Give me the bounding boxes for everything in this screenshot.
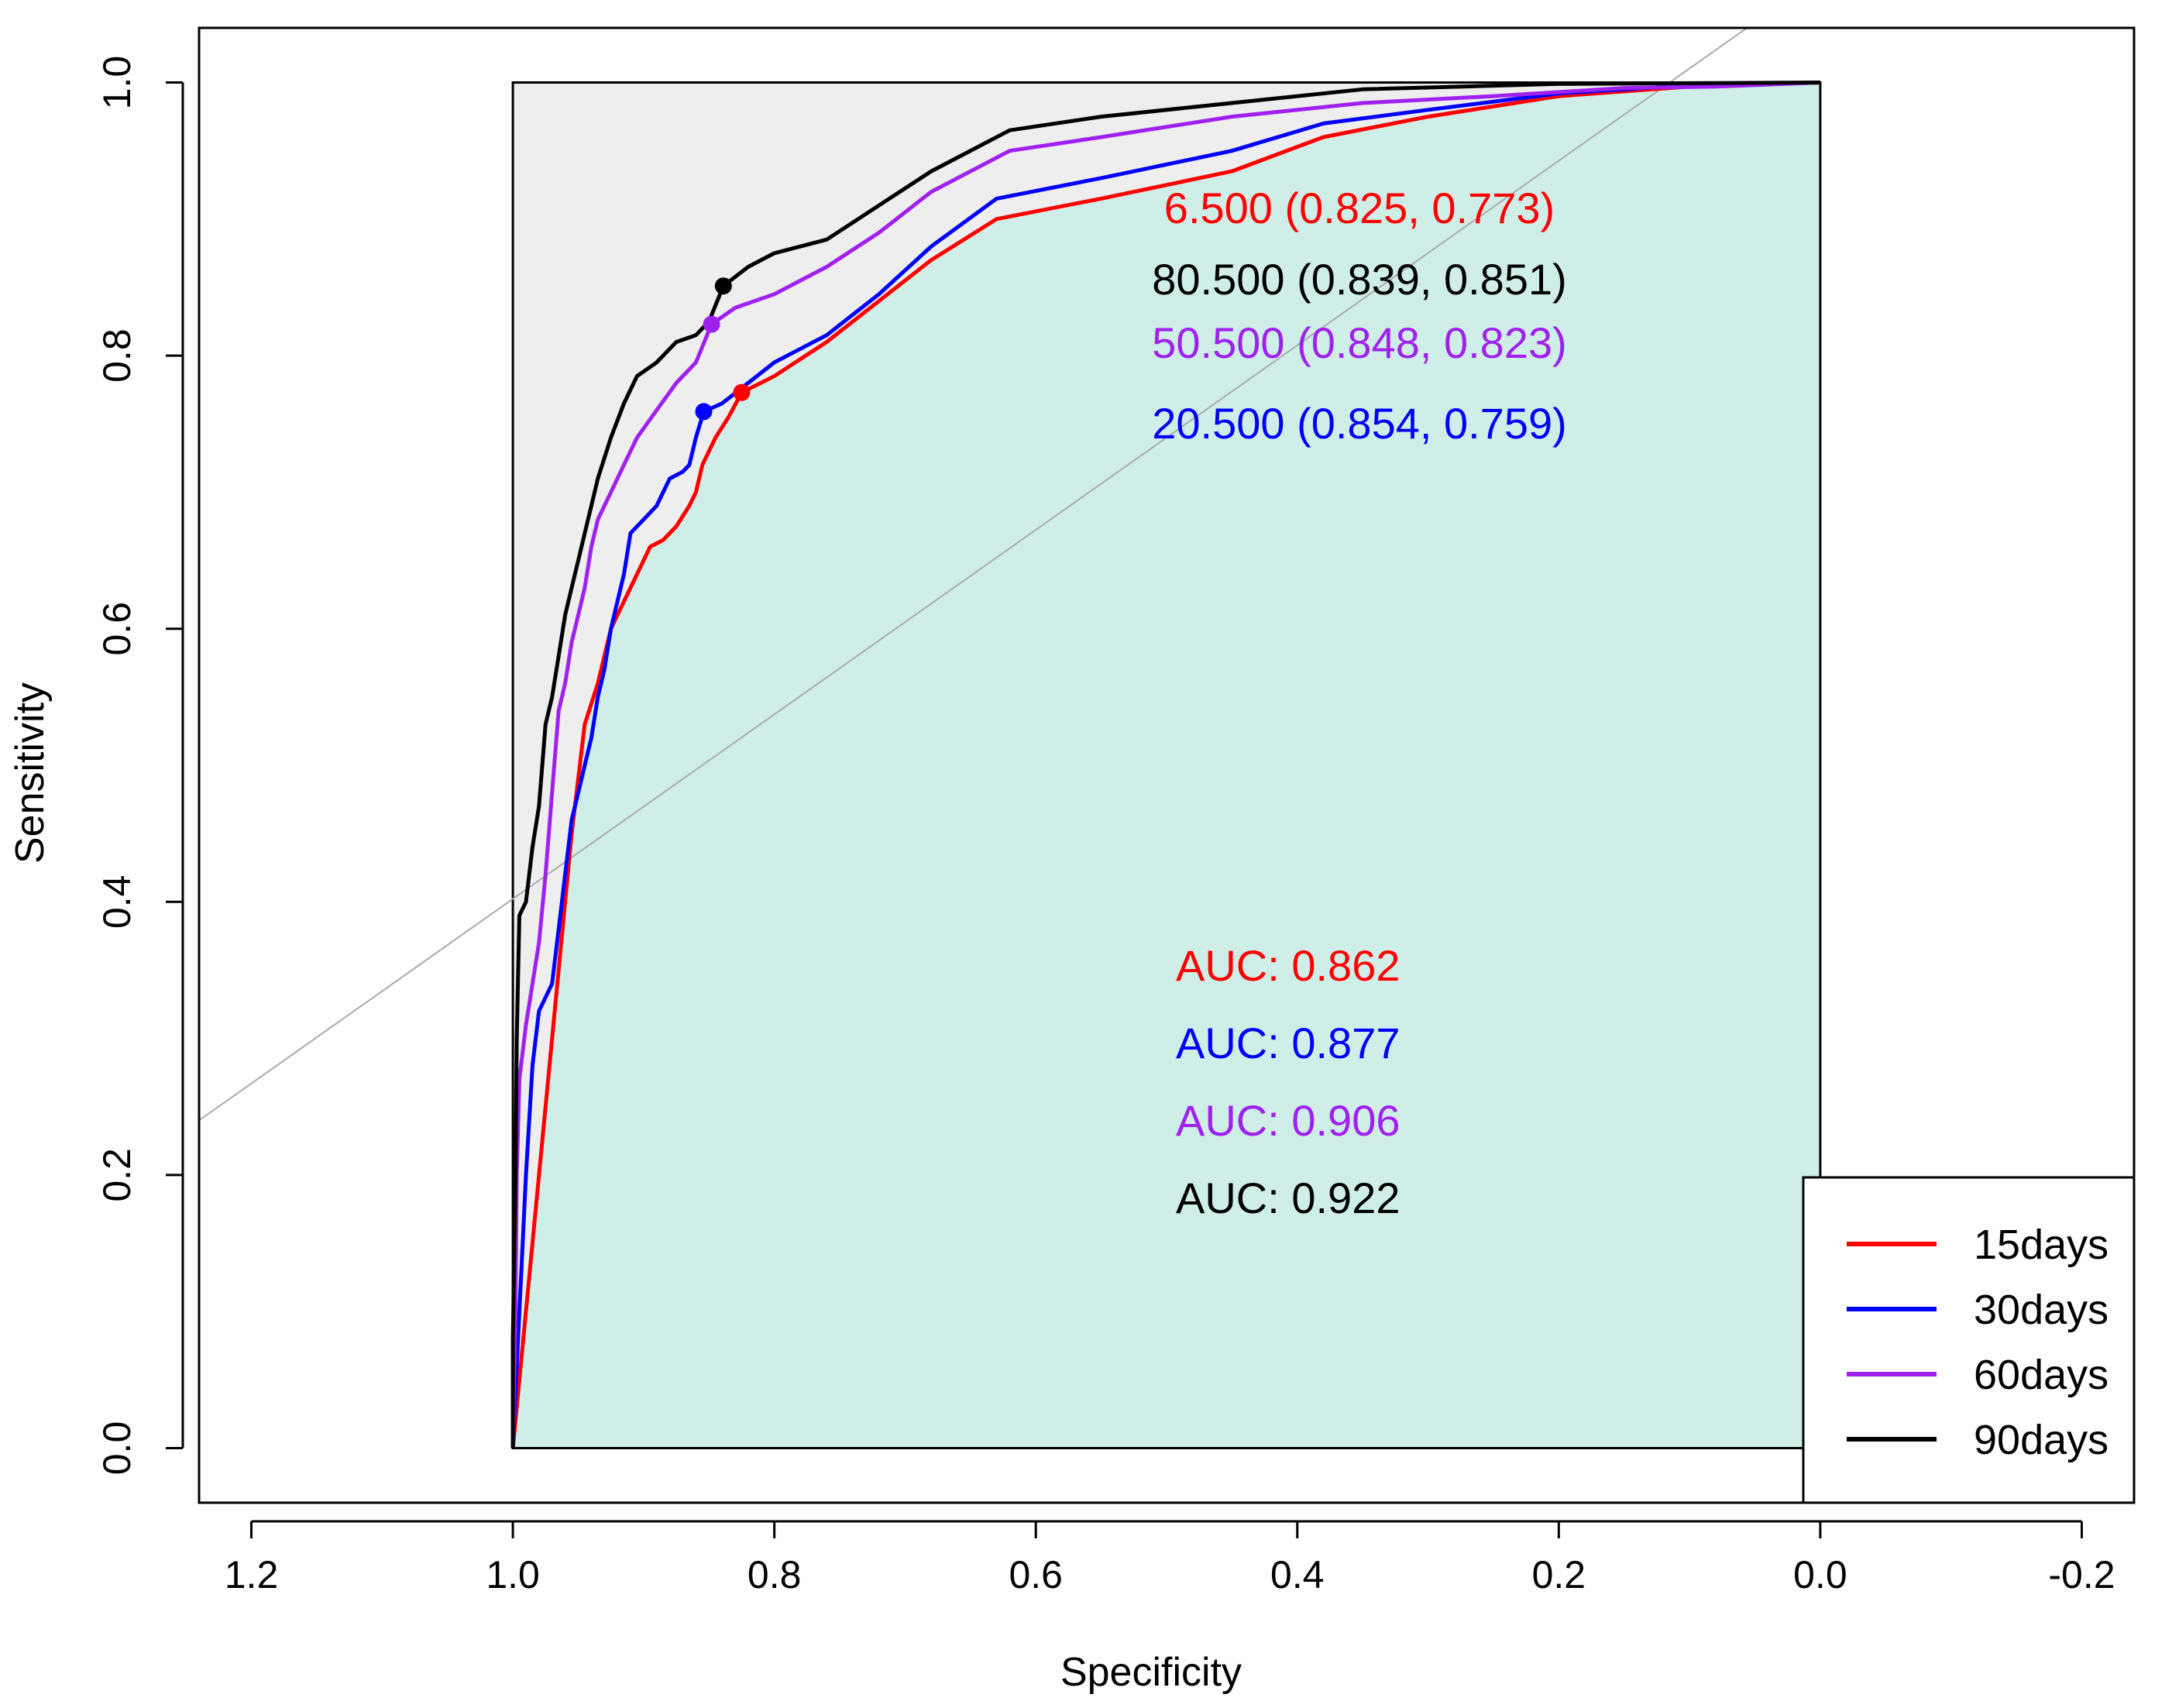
x-tick-label: 0.4 [1270, 1553, 1325, 1596]
threshold-points [695, 277, 751, 421]
threshold-label-60days: 50.500 (0.848, 0.823) [1152, 318, 1567, 367]
fill-layer [511, 81, 1822, 1449]
y-tick-label: 1.0 [95, 56, 139, 110]
auc-label-15days: AUC: 0.862 [1176, 941, 1400, 990]
axis-layer: 1.2 1.0 0.8 0.6 0.4 0.2 0.0 -0.2 Specificity 0.0 0… [8, 56, 2115, 1695]
y-tick-label: 0.2 [95, 1148, 139, 1202]
threshold-point-60days [703, 315, 720, 333]
curve-layer [510, 81, 1820, 1449]
threshold-point-90days [714, 277, 732, 295]
x-axis-title: Specificity [1060, 1650, 1242, 1695]
legend-label-60days: 60days [1974, 1352, 2108, 1398]
x-tick-label: 0.6 [1009, 1553, 1063, 1596]
x-tick-label: 0.0 [1793, 1553, 1847, 1596]
y-tick-label: 0.0 [95, 1421, 139, 1476]
threshold-point-30days [695, 403, 713, 421]
plot-frame [198, 26, 2136, 1504]
y-axis-title: Sensitivity [8, 682, 53, 864]
diagonal-reference-line [199, 28, 1749, 1122]
legend-label-90days: 90days [1974, 1417, 2108, 1463]
threshold-label-30days: 20.500 (0.854, 0.759) [1152, 399, 1567, 448]
x-tick-label: -0.2 [2048, 1553, 2115, 1596]
x-tick-label: 1.0 [486, 1553, 540, 1596]
y-tick-label: 0.4 [95, 875, 139, 930]
annotation-layer: 6.500 (0.825, 0.773) 80.500 (0.839, 0.851… [1152, 184, 1567, 1222]
auc-label-60days: AUC: 0.906 [1176, 1096, 1400, 1145]
threshold-point-15days [733, 383, 751, 401]
roc-curve-60days [510, 81, 1820, 1449]
legend-label-15days: 15days [1974, 1222, 2108, 1268]
auc-label-90days: AUC: 0.922 [1176, 1174, 1400, 1222]
x-tick-label: 0.8 [747, 1553, 802, 1596]
y-tick-label: 0.6 [95, 602, 139, 656]
x-tick-label: 1.2 [225, 1553, 279, 1596]
threshold-label-15days: 6.500 (0.825, 0.773) [1164, 184, 1555, 232]
roc-curve-90days [510, 81, 1820, 1449]
legend-label-30days: 30days [1974, 1287, 2108, 1333]
threshold-label-90days: 80.500 (0.839, 0.851) [1152, 255, 1567, 304]
auc-fill [513, 82, 1820, 1449]
roc-curve-30days [510, 81, 1820, 1449]
y-tick-label: 0.8 [95, 328, 139, 383]
diagonal-layer [199, 28, 1749, 1122]
unit-square-border [511, 81, 1822, 1449]
auc-label-30days: AUC: 0.877 [1176, 1019, 1400, 1067]
x-tick-label: 0.2 [1532, 1553, 1586, 1596]
legend: 15days 30days 60days 90days [1802, 1176, 2136, 1504]
